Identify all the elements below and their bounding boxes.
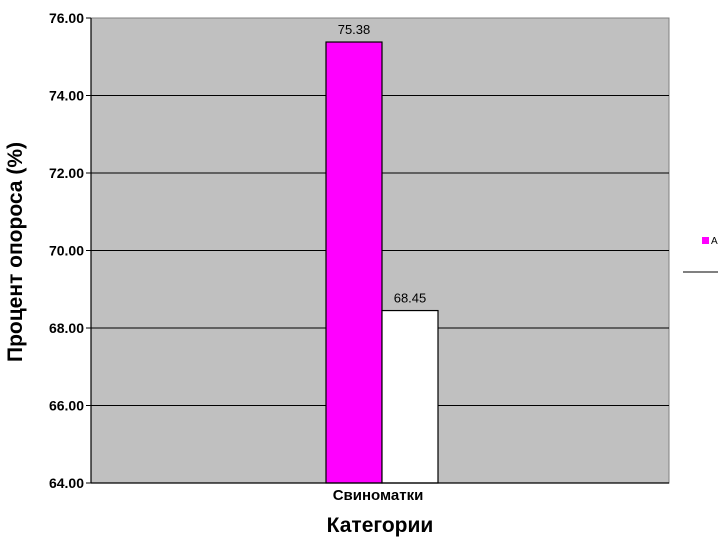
- bars: [325, 41, 439, 484]
- bar-series-0: [325, 41, 383, 484]
- legend-label-ab: AB: [711, 236, 718, 247]
- legend: AB: [683, 236, 718, 273]
- y-tick-label: 66.00: [49, 398, 84, 414]
- y-axis-title: Процент опороса (%): [4, 142, 27, 362]
- legend-swatch-ab: [702, 237, 709, 244]
- data-label-series-0: 75.38: [338, 22, 371, 37]
- bar-series-1: [381, 309, 439, 484]
- y-tick-label: 74.00: [49, 88, 84, 104]
- data-labels: 75.38 68.45: [338, 22, 427, 306]
- y-tick-label: 68.00: [49, 320, 84, 336]
- data-label-series-1: 68.45: [394, 291, 427, 306]
- x-axis-title: Категории: [327, 514, 434, 537]
- y-tick-label: 72.00: [49, 165, 84, 181]
- y-tick-label: 64.00: [49, 475, 84, 491]
- x-category-label: Свиноматки: [333, 487, 424, 504]
- y-tick-label: 70.00: [49, 243, 84, 259]
- y-axis-ticks: 64.00 66.00 68.00 70.00 72.00 74.00 76.00: [49, 10, 91, 491]
- y-tick-label: 76.00: [49, 10, 84, 26]
